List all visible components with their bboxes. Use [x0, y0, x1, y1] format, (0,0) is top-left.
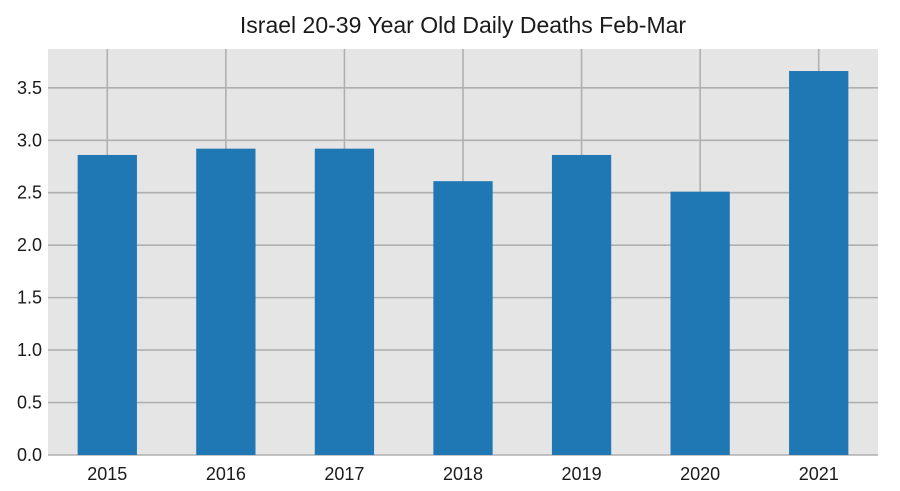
x-tick-label: 2018 [443, 464, 483, 484]
y-tick-label: 3.5 [17, 78, 42, 98]
x-axis-ticks: 2015 2016 2017 2018 2019 2020 2021 [87, 464, 838, 484]
y-tick-label: 1.0 [17, 340, 42, 360]
x-tick-label: 2020 [680, 464, 720, 484]
y-tick-label: 3.0 [17, 130, 42, 150]
bar-2019 [551, 154, 612, 455]
bars [77, 71, 849, 456]
y-tick-label: 0.0 [17, 445, 42, 465]
x-tick-label: 2019 [562, 464, 602, 484]
y-tick-label: 2.5 [17, 183, 42, 203]
bar-2015 [77, 154, 137, 455]
bar-2021 [789, 71, 849, 455]
y-tick-label: 1.5 [17, 288, 42, 308]
x-tick-label: 2021 [799, 464, 839, 484]
bar-2018 [433, 181, 493, 456]
y-tick-label: 0.5 [17, 393, 42, 413]
y-tick-label: 2.0 [17, 235, 42, 255]
x-tick-label: 2017 [324, 464, 364, 484]
bar-2020 [670, 191, 730, 455]
chart-title: Israel 20-39 Year Old Daily Deaths Feb-M… [239, 12, 687, 38]
bar-2016 [196, 148, 256, 456]
bar-2017 [314, 148, 375, 456]
x-tick-label: 2016 [206, 464, 246, 484]
y-axis-ticks: 0.0 0.5 1.0 1.5 2.0 2.5 3.0 3.5 [17, 78, 42, 465]
x-tick-label: 2015 [87, 464, 127, 484]
